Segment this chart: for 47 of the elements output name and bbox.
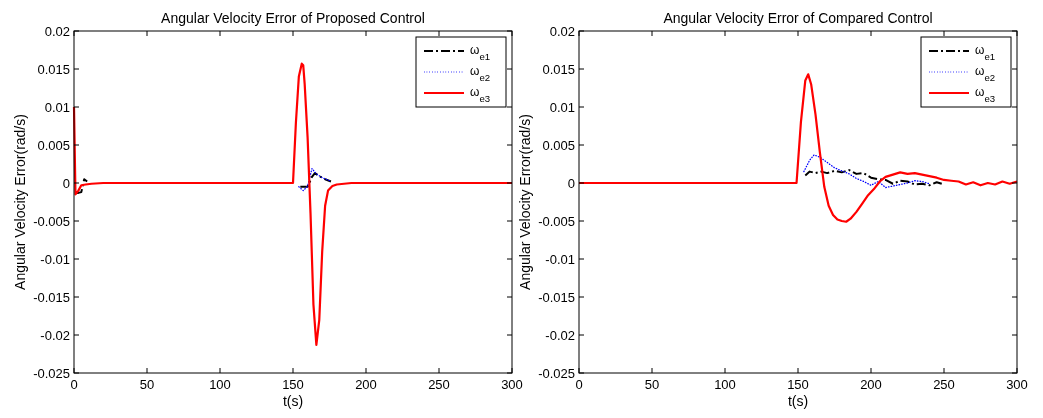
legend-label: ω$_{e3}$: [975, 85, 996, 104]
legend-label: ω$_{e1}$: [975, 43, 996, 62]
x-tick-label: 150: [282, 377, 304, 392]
x-tick-label: 50: [644, 377, 660, 392]
y-tick-label: 0.02: [44, 23, 70, 39]
y-tick-label: 0: [567, 175, 575, 191]
y-tick-label: -0.02: [40, 327, 70, 343]
x-tick-label: 50: [139, 377, 155, 392]
y-axis-title: Angular Velocity Error(rad/s): [517, 114, 533, 290]
y-tick-label: -0.005: [33, 213, 70, 229]
chart-title: Angular Velocity Error of Compared Control: [663, 10, 933, 26]
x-tick-label: 250: [933, 377, 955, 392]
x-tick-label: 300: [1006, 377, 1028, 392]
x-tick-label: 300: [501, 377, 523, 392]
chart-title: Angular Velocity Error of Proposed Control: [161, 10, 425, 26]
y-tick-label: 0.01: [549, 99, 575, 115]
x-tick-label: 150: [787, 377, 809, 392]
x-tick-label: 100: [714, 377, 736, 392]
y-tick-label: -0.01: [40, 251, 70, 267]
line-series: [298, 167, 331, 192]
y-tick-label: -0.025: [538, 365, 575, 381]
y-tick-label: 0.015: [37, 61, 70, 77]
y-tick-label: 0: [62, 175, 70, 191]
legend-label: ω$_{e2}$: [470, 64, 491, 83]
y-tick-label: 0.005: [542, 137, 575, 153]
y-tick-label: 0.015: [542, 61, 575, 77]
y-tick-label: -0.02: [545, 327, 575, 343]
x-axis-title: t(s): [787, 393, 809, 409]
x-tick-label: 200: [355, 377, 377, 392]
y-tick-label: -0.01: [545, 251, 575, 267]
y-tick-label: 0.02: [549, 23, 575, 39]
y-tick-label: 0.005: [37, 137, 70, 153]
line-series: [803, 154, 931, 189]
x-tick-label: 100: [209, 377, 231, 392]
y-tick-label: -0.015: [538, 289, 575, 305]
x-tick-label: 200: [860, 377, 882, 392]
line-series: [804, 169, 945, 187]
legend-label: ω$_{e3}$: [470, 85, 491, 104]
x-tick-label: 250: [428, 377, 450, 392]
y-tick-label: 0.01: [44, 99, 70, 115]
legend-label: ω$_{e1}$: [470, 43, 491, 62]
x-axis-title: t(s): [282, 393, 304, 409]
y-axis-title: Angular Velocity Error(rad/s): [12, 114, 28, 290]
y-tick-label: -0.005: [538, 213, 575, 229]
legend-label: ω$_{e2}$: [975, 64, 996, 83]
y-tick-label: -0.025: [33, 365, 70, 381]
y-tick-label: -0.015: [33, 289, 70, 305]
